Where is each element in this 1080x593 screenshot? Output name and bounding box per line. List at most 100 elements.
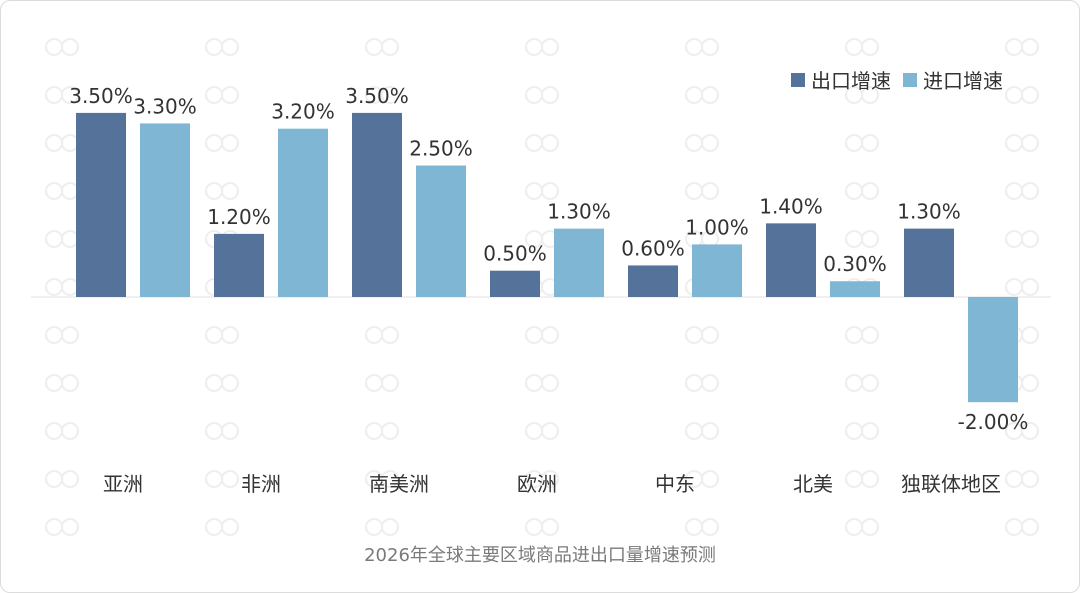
- watermark-logo: [525, 182, 559, 200]
- bar-import-2: [416, 165, 466, 297]
- watermark-logo: [1005, 86, 1039, 104]
- watermark-logo: [685, 470, 719, 488]
- watermark-logo: [365, 38, 399, 56]
- data-label: 0.30%: [823, 252, 887, 276]
- bars-layer: [76, 112, 1018, 403]
- watermark-logo: [685, 518, 719, 536]
- watermark-logo: [45, 134, 79, 152]
- watermark-logo: [1005, 470, 1039, 488]
- data-label: 3.20%: [271, 100, 335, 124]
- watermark-logo: [205, 518, 239, 536]
- watermark-logo: [685, 86, 719, 104]
- data-label: 1.00%: [685, 215, 749, 239]
- watermark-logo: [45, 38, 79, 56]
- watermark-logo: [685, 422, 719, 440]
- bar-export-4: [628, 265, 678, 297]
- watermark-logo: [845, 230, 879, 248]
- data-label: 3.50%: [345, 84, 409, 108]
- bar-import-5: [830, 281, 880, 297]
- bar-import-3: [554, 228, 604, 297]
- category-label: 南美洲: [369, 472, 429, 496]
- watermark-logo: [525, 326, 559, 344]
- bar-export-1: [214, 233, 264, 297]
- bar-export-0: [76, 112, 126, 298]
- bar-export-5: [766, 223, 816, 297]
- bar-export-3: [490, 270, 540, 297]
- watermark-logo: [365, 374, 399, 392]
- legend-label: 进口增速: [923, 69, 1003, 93]
- watermark-logo: [45, 86, 79, 104]
- legend-swatch-import: [903, 73, 917, 87]
- watermark-logo: [365, 326, 399, 344]
- data-label: 1.30%: [547, 200, 611, 224]
- watermark-logo: [365, 518, 399, 536]
- watermark-logo: [365, 470, 399, 488]
- data-label: 1.40%: [759, 194, 823, 218]
- data-label: 0.50%: [483, 242, 547, 266]
- data-label: 1.30%: [897, 200, 961, 224]
- category-label: 欧洲: [517, 472, 557, 496]
- category-label: 北美: [793, 472, 833, 496]
- legend: 出口增速 进口增速: [791, 69, 1003, 93]
- data-label: 1.20%: [207, 205, 271, 229]
- watermark-logo: [205, 326, 239, 344]
- watermark-logo: [1005, 230, 1039, 248]
- watermark-logo: [45, 422, 79, 440]
- watermark-logo: [205, 422, 239, 440]
- watermark-logo: [45, 518, 79, 536]
- bar-export-2: [352, 112, 402, 298]
- watermark-logo: [205, 374, 239, 392]
- watermark-logo: [1005, 422, 1039, 440]
- data-label: 0.60%: [621, 236, 685, 260]
- watermark-logo: [845, 38, 879, 56]
- data-labels-layer: 3.50% 3.30%1.20%3.20%3.50%2.50%0.50%1.30%…: [69, 84, 1028, 434]
- watermark-logo: [205, 134, 239, 152]
- watermark-logo: [685, 182, 719, 200]
- watermark-logo: [1005, 182, 1039, 200]
- watermark-logo: [45, 230, 79, 248]
- watermark-logo: [845, 326, 879, 344]
- watermark-logo: [365, 86, 399, 104]
- watermark-logo: [45, 182, 79, 200]
- chart-title: 2026年全球主要区域商品进出口量增速预测: [364, 545, 716, 566]
- watermark-logo: [1005, 38, 1039, 56]
- watermark-logo: [845, 182, 879, 200]
- data-label: 3.50%: [69, 84, 133, 108]
- data-label: 2.50%: [409, 137, 473, 161]
- watermark-logo: [205, 470, 239, 488]
- watermark-logo: [845, 134, 879, 152]
- category-label: 中东: [655, 472, 695, 496]
- watermark-logo: [685, 38, 719, 56]
- data-label: 3.30%: [133, 94, 197, 118]
- watermark-logo: [525, 518, 559, 536]
- watermark-logo: [845, 518, 879, 536]
- watermark-logo: [365, 422, 399, 440]
- watermark-logo: [525, 134, 559, 152]
- bar-import-0: [140, 123, 190, 297]
- watermark-logo: [1005, 134, 1039, 152]
- legend-label: 出口增速: [811, 69, 891, 93]
- watermark-logo: [205, 86, 239, 104]
- watermark-logo: [525, 374, 559, 392]
- category-label: 独联体地区: [901, 472, 1001, 496]
- watermark-logo: [685, 374, 719, 392]
- category-labels-layer: 亚洲 非洲 南美洲 欧洲 中东 北美 独联体地区: [103, 472, 1001, 496]
- watermark-logo: [1005, 278, 1039, 296]
- watermark-logo: [205, 38, 239, 56]
- legend-swatch-export: [791, 73, 805, 87]
- watermark-logo: [45, 374, 79, 392]
- watermark-logo: [845, 374, 879, 392]
- bar-import-6: [968, 297, 1018, 403]
- watermark-logo: [845, 470, 879, 488]
- watermark-logo: [685, 134, 719, 152]
- watermark-logo: [205, 182, 239, 200]
- bar-import-1: [278, 128, 328, 297]
- bar-export-6: [904, 228, 954, 297]
- watermark-logo: [685, 326, 719, 344]
- watermark-logo: [525, 470, 559, 488]
- watermark-logo: [45, 326, 79, 344]
- watermark-layer: [45, 38, 1039, 536]
- watermark-logo: [45, 278, 79, 296]
